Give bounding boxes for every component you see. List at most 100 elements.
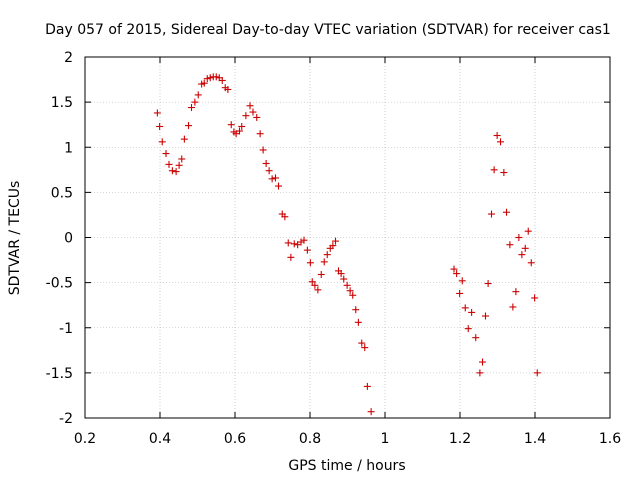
y-tick-label: 1 <box>64 140 73 156</box>
data-point <box>509 303 517 311</box>
data-point <box>281 213 289 221</box>
data-point <box>340 275 348 283</box>
data-point <box>272 174 279 182</box>
data-point <box>518 251 526 259</box>
data-point <box>311 281 319 289</box>
data-point <box>493 132 501 140</box>
x-tick-label: 0.4 <box>149 431 171 447</box>
data-point <box>224 85 232 93</box>
data-point <box>512 288 520 296</box>
data-point <box>314 286 322 294</box>
data-point <box>188 104 195 112</box>
x-tick-label: 0.6 <box>224 431 246 447</box>
chart-title: Day 057 of 2015, Sidereal Day-to-day VTE… <box>45 22 611 38</box>
data-point <box>265 167 273 175</box>
data-point <box>506 241 514 249</box>
data-point <box>461 304 469 312</box>
data-point <box>527 259 535 267</box>
y-tick-label: 1.5 <box>51 95 73 111</box>
data-point <box>320 258 328 266</box>
data-point <box>524 227 532 235</box>
data-point <box>300 236 308 244</box>
data-point <box>497 138 504 146</box>
data-point <box>503 208 510 216</box>
data-point <box>194 91 202 99</box>
data-point <box>468 308 476 316</box>
x-tick-label: 0.2 <box>74 431 96 447</box>
data-point <box>458 277 466 285</box>
x-axis-label: GPS time / hours <box>288 458 405 474</box>
y-tick-label: -1 <box>59 321 73 337</box>
data-point <box>332 237 339 245</box>
data-point <box>268 175 276 183</box>
data-point <box>482 312 489 320</box>
data-point <box>236 127 243 135</box>
x-tick-label: 1.2 <box>449 431 471 447</box>
tick-labels: 0.2 0.4 0.6 0.8 1 1.2 1.4 1.6 -2 -1.5 -1 -0.5 0 0.5 1 1… <box>46 50 622 447</box>
data-point <box>453 270 461 278</box>
y-tick-label: -1.5 <box>46 366 73 382</box>
data-point <box>533 369 541 377</box>
data-point <box>500 169 508 177</box>
data-point <box>287 253 295 261</box>
data-point <box>275 182 282 190</box>
x-tick-label: 1.4 <box>524 431 546 447</box>
data-points <box>153 73 541 416</box>
data-point <box>246 102 254 110</box>
data-point <box>242 112 250 120</box>
data-point <box>308 278 316 286</box>
data-point <box>343 281 351 289</box>
data-point <box>162 150 170 158</box>
data-point <box>329 242 337 250</box>
y-tick-label: -2 <box>59 411 73 427</box>
data-point <box>352 306 360 314</box>
data-point <box>212 73 220 81</box>
x-tick-label: 1 <box>381 431 390 447</box>
data-point <box>180 135 188 143</box>
data-point <box>168 167 176 175</box>
data-point <box>238 122 246 130</box>
data-point <box>521 244 529 252</box>
data-point <box>218 76 226 84</box>
data-point <box>253 113 261 121</box>
plot-frame <box>84 56 611 419</box>
data-point <box>349 291 357 299</box>
data-point <box>185 122 192 130</box>
data-point <box>290 240 298 248</box>
data-point <box>450 265 458 273</box>
data-point <box>354 318 362 326</box>
data-point <box>531 294 539 302</box>
y-tick-label: 0.5 <box>51 185 73 201</box>
data-point <box>490 166 498 174</box>
data-point <box>172 168 180 176</box>
data-point <box>259 146 267 154</box>
data-point <box>323 251 331 259</box>
data-point <box>203 75 211 83</box>
data-point <box>346 287 354 295</box>
grid <box>85 57 610 418</box>
data-point <box>153 109 161 117</box>
data-point <box>165 160 173 168</box>
data-point <box>367 408 375 416</box>
y-tick-label: -0.5 <box>46 276 73 292</box>
data-point <box>317 271 325 279</box>
data-point <box>361 344 369 352</box>
data-point <box>158 138 166 146</box>
data-point <box>479 358 486 366</box>
data-point <box>337 270 345 278</box>
data-point <box>262 159 270 167</box>
data-point <box>358 339 366 347</box>
data-point <box>484 280 492 288</box>
data-point <box>464 325 472 333</box>
data-point <box>472 334 480 342</box>
data-point <box>284 239 292 247</box>
data-point <box>200 79 208 87</box>
data-point <box>227 121 235 129</box>
data-point <box>175 161 183 169</box>
data-point <box>191 98 199 106</box>
data-point <box>178 155 186 163</box>
y-axis-label: SDTVAR / TECUs <box>7 181 23 296</box>
data-point <box>515 234 523 241</box>
x-tick-label: 1.6 <box>599 431 621 447</box>
